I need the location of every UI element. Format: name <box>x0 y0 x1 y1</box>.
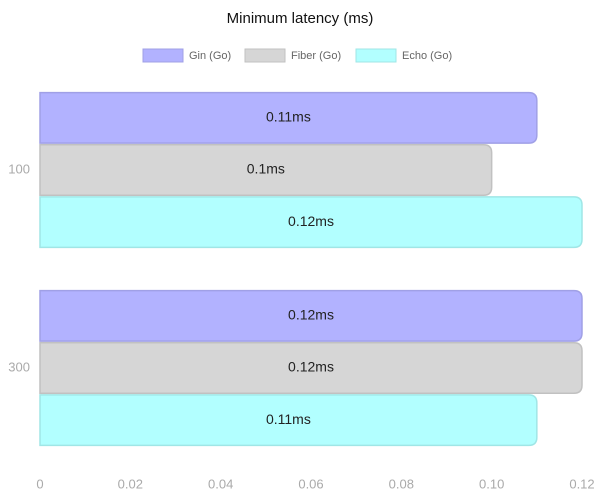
x-tick-label: 0.08 <box>389 476 414 491</box>
legend-label: Echo (Go) <box>402 50 452 62</box>
chart-title: Minimum latency (ms) <box>227 10 374 27</box>
value-label: 0.12ms <box>288 359 334 375</box>
value-label: 0.11ms <box>266 109 311 125</box>
bar <box>39 342 583 394</box>
y-tick-label: 300 <box>8 359 30 374</box>
value-label: 0.1ms <box>247 161 285 177</box>
bar <box>39 394 538 447</box>
legend-swatch <box>244 48 286 63</box>
legend-label: Fiber (Go) <box>291 50 341 62</box>
legend-swatch <box>142 48 184 63</box>
x-tick-label: 0 <box>36 476 43 491</box>
legend-swatch <box>355 48 397 63</box>
x-tick-label: 0.06 <box>298 476 323 491</box>
bar <box>39 144 493 196</box>
bar <box>39 289 583 342</box>
legend-label: Gin (Go) <box>189 50 231 62</box>
value-label: 0.12ms <box>288 213 334 229</box>
bar <box>39 196 583 249</box>
bar <box>39 91 538 144</box>
value-label: 0.11ms <box>266 411 311 427</box>
y-tick-label: 100 <box>8 161 30 176</box>
x-tick-label: 0.02 <box>118 476 143 491</box>
x-tick-label: 0.10 <box>479 476 504 491</box>
x-tick-label: 0.12 <box>569 476 594 491</box>
x-tick-label: 0.04 <box>208 476 233 491</box>
value-label: 0.12ms <box>288 307 334 323</box>
